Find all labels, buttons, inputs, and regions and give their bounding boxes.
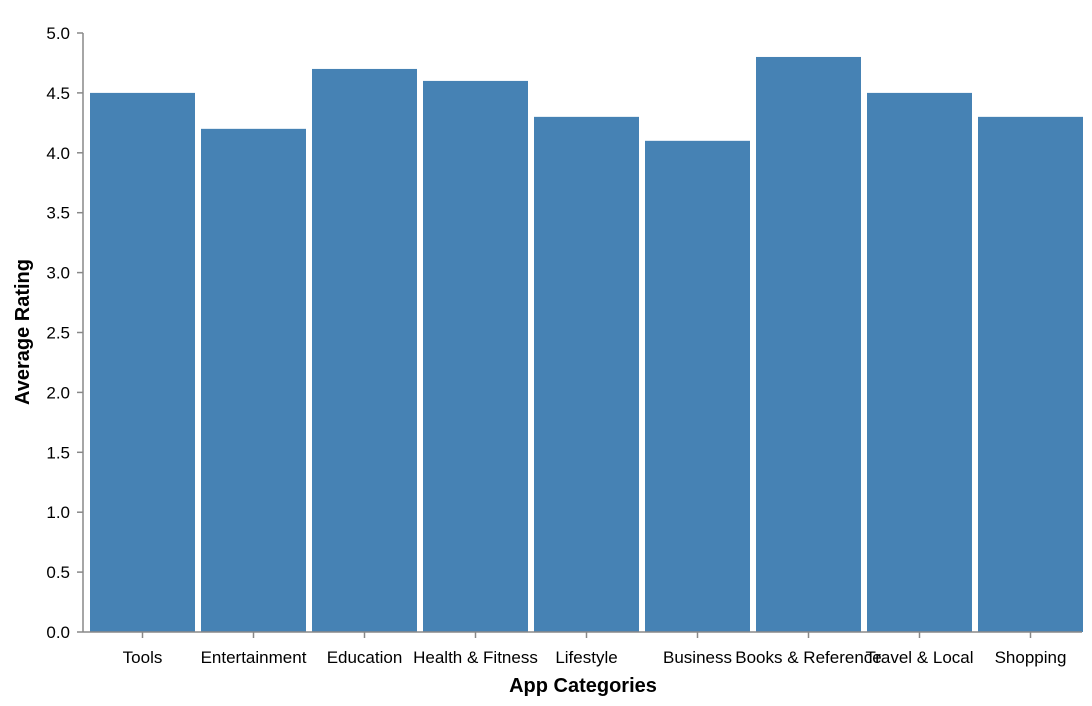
bar-tools <box>90 92 195 632</box>
y-tick-label: 4.0 <box>46 144 70 163</box>
y-tick-label: 0.0 <box>46 623 70 642</box>
x-axis-title: App Categories <box>509 675 657 697</box>
y-axis-title: Average Rating <box>12 259 34 405</box>
y-tick-label: 3.0 <box>46 264 70 283</box>
bar-books-reference <box>756 56 861 632</box>
bar-entertainment <box>201 128 306 632</box>
x-tick-label: Tools <box>123 648 163 667</box>
y-tick-label: 2.0 <box>46 383 70 402</box>
x-tick-label: Books & Reference <box>735 648 881 667</box>
y-tick-label: 3.5 <box>46 204 70 223</box>
bars-group <box>90 56 1083 633</box>
bar-travel-local <box>867 92 972 632</box>
x-axis: Tools Entertainment Education Health & Fitn… <box>83 631 1082 667</box>
y-tick-label: 1.0 <box>46 503 70 522</box>
bar-business <box>645 140 750 632</box>
x-tick-label: Education <box>327 648 403 667</box>
x-tick-label: Travel & Local <box>865 648 973 667</box>
y-tick-label: 2.5 <box>46 324 70 343</box>
bar-education <box>312 68 417 632</box>
y-tick-label: 0.5 <box>46 563 70 582</box>
y-tick-label: 4.5 <box>46 84 70 103</box>
y-tick-label: 5.0 <box>46 24 70 43</box>
bar-health-fitness <box>423 80 528 633</box>
bar-lifestyle <box>534 116 639 633</box>
x-tick-label: Shopping <box>995 648 1067 667</box>
x-tick-label: Business <box>663 648 732 667</box>
y-tick-label: 1.5 <box>46 443 70 462</box>
x-tick-label: Lifestyle <box>555 648 617 667</box>
y-axis: 0.0 0.5 1.0 1.5 2.0 2.5 3.0 3.5 4.0 4.5 5.0 <box>46 24 84 642</box>
x-tick-label: Entertainment <box>201 648 307 667</box>
x-tick-label: Health & Fitness <box>413 648 538 667</box>
bar-shopping <box>978 116 1083 633</box>
